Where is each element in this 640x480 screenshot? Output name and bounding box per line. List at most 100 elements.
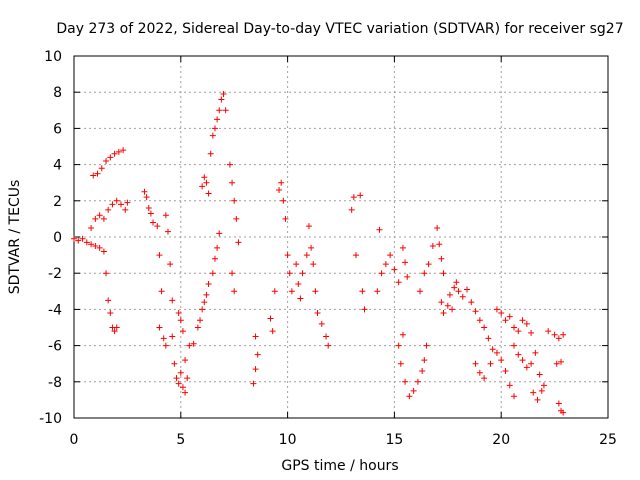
data-point [120, 147, 127, 154]
data-point [233, 215, 240, 222]
data-point [404, 273, 411, 280]
data-point [96, 244, 103, 251]
data-point [182, 357, 189, 364]
data-point [229, 270, 236, 277]
data-point [173, 375, 180, 382]
data-point [530, 389, 537, 396]
data-point [451, 284, 458, 291]
data-point [199, 183, 206, 190]
data-point [92, 215, 99, 222]
data-point [143, 194, 150, 201]
data-point [147, 210, 154, 217]
data-point [481, 324, 488, 331]
data-point [278, 179, 285, 186]
data-point [179, 384, 186, 391]
data-point [459, 293, 466, 300]
data-point [122, 206, 129, 213]
data-point [305, 223, 312, 230]
data-point [79, 235, 86, 242]
data-point [481, 375, 488, 382]
data-point [164, 228, 171, 235]
data-point [438, 255, 445, 262]
data-point [96, 212, 103, 219]
data-point [199, 306, 206, 313]
data-point [523, 364, 530, 371]
data-point [295, 281, 302, 288]
data-point [190, 340, 197, 347]
data-point [103, 270, 110, 277]
data-point [269, 328, 276, 335]
data-point [476, 317, 483, 324]
data-point [216, 230, 223, 237]
data-point [538, 387, 545, 394]
data-point [536, 371, 543, 378]
data-point [446, 291, 453, 298]
data-point [276, 186, 283, 193]
data-point [284, 252, 291, 259]
data-point [399, 244, 406, 251]
data-point [308, 244, 315, 251]
data-point [391, 266, 398, 273]
x-tick-label: 15 [385, 432, 403, 448]
y-tick-label: 10 [44, 49, 62, 65]
data-point [229, 179, 236, 186]
data-point [519, 317, 526, 324]
y-tick-label: 4 [53, 158, 62, 174]
data-point [498, 357, 505, 364]
data-points [71, 91, 567, 416]
data-point [105, 206, 112, 213]
data-point [201, 299, 208, 306]
data-point [425, 261, 432, 268]
data-point [105, 297, 112, 304]
data-point [397, 360, 404, 367]
data-point [395, 279, 402, 286]
data-point [361, 306, 368, 313]
data-point [177, 369, 184, 376]
data-point [312, 288, 319, 295]
data-point [88, 241, 95, 248]
data-point [252, 333, 259, 340]
x-tick-label: 25 [599, 432, 617, 448]
data-point [117, 201, 124, 208]
data-point [357, 192, 364, 199]
data-point [534, 396, 541, 403]
y-axis-label: SDTVAR / TECUs [7, 180, 23, 295]
data-point [515, 328, 522, 335]
data-point [90, 172, 97, 179]
data-point [523, 320, 530, 327]
data-point [395, 342, 402, 349]
data-point [410, 387, 417, 394]
data-point [169, 333, 176, 340]
data-point [201, 174, 208, 181]
data-point [107, 154, 114, 161]
y-tick-label: -10 [39, 411, 62, 427]
y-tick-label: 8 [53, 85, 62, 101]
data-point [515, 351, 522, 358]
y-tick-label: -8 [48, 375, 62, 391]
data-point [551, 331, 558, 338]
data-point [350, 194, 357, 201]
data-point [156, 324, 163, 331]
data-point [109, 201, 116, 208]
data-point [528, 329, 535, 336]
data-point [267, 315, 274, 322]
data-point [476, 369, 483, 376]
data-point [92, 243, 99, 250]
data-point [323, 333, 330, 340]
data-point [436, 241, 443, 248]
data-point [359, 288, 366, 295]
data-point [560, 331, 567, 338]
data-point [94, 170, 101, 177]
data-point [209, 132, 216, 139]
data-point [175, 380, 182, 387]
data-point [211, 255, 218, 262]
axis-ticks [73, 55, 609, 419]
data-point [107, 310, 114, 317]
data-point [218, 96, 225, 103]
data-point [299, 270, 306, 277]
data-point [214, 244, 221, 251]
tick-labels: 0 5 10 15 20 25 -10 -8 -6 -4 -2 0 2 4 6 8 10 [39, 49, 617, 448]
data-point [487, 360, 494, 367]
y-tick-label: -6 [48, 339, 62, 355]
data-point [293, 261, 300, 268]
